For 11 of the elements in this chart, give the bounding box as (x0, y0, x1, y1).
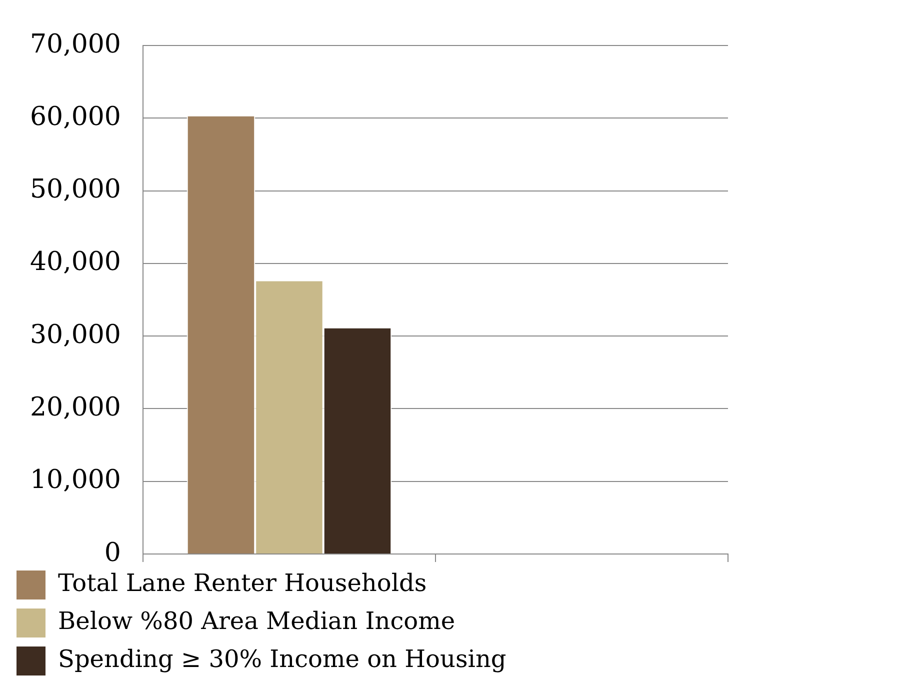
legend-label: Spending ≥ 30% Income on Housing (58, 645, 506, 674)
y-tick-label: 20,000 (30, 392, 121, 422)
legend-label: Below %80 Area Median Income (58, 607, 456, 636)
y-tick-label: 10,000 (30, 465, 121, 496)
y-tick-label: 70,000 (30, 29, 121, 60)
y-tick-label: 60,000 (30, 102, 121, 132)
legend-label: Total Lane Renter Households (58, 569, 427, 598)
y-tick-label: 50,000 (30, 174, 121, 205)
y-tick-label: 0 (104, 538, 121, 568)
y-tick-label: 30,000 (30, 320, 121, 350)
y-tick-label: 40,000 (30, 247, 121, 278)
